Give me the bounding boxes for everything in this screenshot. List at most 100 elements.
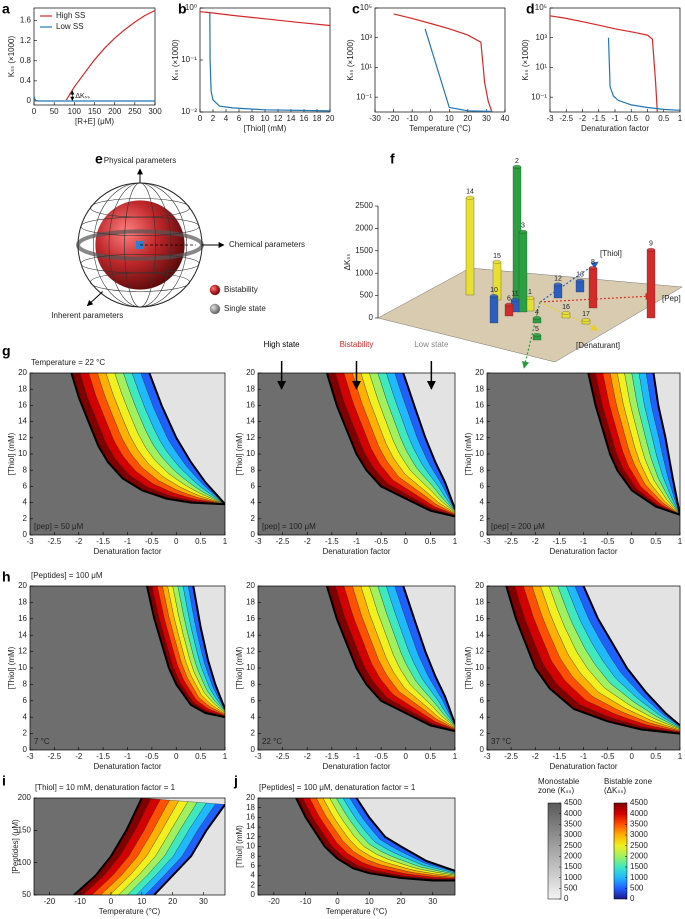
panel-inset: 7 °C xyxy=(34,737,50,746)
y-tick-label: 20 xyxy=(475,368,484,377)
x-tick-label: -2 xyxy=(532,752,540,761)
colorbar-tick-label: 2500 xyxy=(564,841,582,850)
y-tick-label: 2 xyxy=(23,729,28,738)
zone-boundary xyxy=(652,373,680,515)
y-axis-label: [Thiol] (mM) xyxy=(235,825,244,868)
x-tick-label: 0 xyxy=(174,752,179,761)
zone-boundary xyxy=(355,798,455,872)
colorbar xyxy=(613,802,628,900)
panel-letter: i xyxy=(2,773,6,789)
y-tick-label: 0 xyxy=(480,745,485,754)
y-tick-label: 2 xyxy=(251,514,256,523)
bar-label: 11 xyxy=(511,291,518,298)
bar-label: 4 xyxy=(535,309,539,316)
y-tick-label: 14 xyxy=(475,417,484,426)
x-tick-label: 6 xyxy=(237,114,242,123)
parameter-label: Chemical parameters xyxy=(229,240,305,249)
y-axis-label: Kₛₛ (×1000) xyxy=(346,39,355,81)
contour-field xyxy=(30,373,225,535)
x-tick-label: -0.5 xyxy=(624,114,638,123)
y-tick-label: 6 xyxy=(480,482,485,491)
y-tick-label: 10⁻² xyxy=(181,107,197,116)
x-tick-label: 200 xyxy=(108,107,122,116)
x-tick-label: -1.5 xyxy=(325,537,339,546)
x-tick-label: -2.5 xyxy=(504,537,518,546)
zone-boundary xyxy=(192,586,225,710)
y-tick-label: 8 xyxy=(480,680,485,689)
panel-letter: c xyxy=(352,1,360,17)
bar-cap xyxy=(518,229,528,234)
x-tick-label: 18 xyxy=(313,114,322,123)
bar-label: 14 xyxy=(466,189,474,196)
bar-cap xyxy=(532,316,542,321)
y-tick-label: 16 xyxy=(475,401,484,410)
zone-boundary xyxy=(402,373,455,510)
x-tick-label: -3 xyxy=(254,752,262,761)
x-tick-label: -1 xyxy=(353,537,361,546)
contour-field xyxy=(258,586,455,750)
legend-label: High SS xyxy=(56,11,85,20)
bar-cap xyxy=(575,278,585,283)
x-axis-label: Denaturation factor xyxy=(322,547,390,556)
y-tick-label: 10 xyxy=(475,663,484,672)
x-tick-label: -1 xyxy=(580,537,588,546)
y-tick-label: 6 xyxy=(480,696,485,705)
y-tick-label: 2 xyxy=(23,514,28,523)
bar-cap xyxy=(525,296,535,300)
legend-ball xyxy=(209,303,221,315)
y-tick-label: 100 xyxy=(18,858,32,867)
annotation: Bistability xyxy=(339,340,374,349)
panel-letter: e xyxy=(95,151,103,167)
colorbar-tick-label: 3500 xyxy=(630,819,648,828)
legend-ball xyxy=(209,284,221,296)
y-tick-label: 20 xyxy=(246,368,255,377)
colorbar-tick-label: 4500 xyxy=(630,798,648,807)
legend-label: Low SS xyxy=(56,22,84,31)
bar xyxy=(465,197,475,296)
y-tick-label: 8 xyxy=(23,680,28,689)
x-tick-label: 150 xyxy=(88,107,102,116)
bar-label: 13 xyxy=(576,272,584,279)
colorbar-tick-label: 4000 xyxy=(564,809,582,818)
series-line xyxy=(393,13,493,113)
y-tick-label: 14 xyxy=(18,630,27,639)
y-tick-label: 16 xyxy=(246,614,255,623)
panel-inset: [pep] = 50 μM xyxy=(34,522,84,531)
x-tick-label: -1.5 xyxy=(592,114,606,123)
plot-frame xyxy=(374,7,506,113)
y-tick-label: 10 xyxy=(475,449,484,458)
x-tick-label: 0 xyxy=(404,537,409,546)
panel-letter: a xyxy=(2,1,10,17)
y-axis-label: [Thiol] (mM) xyxy=(235,646,244,689)
y-tick-label: 0 xyxy=(369,313,374,322)
bar-label: 10 xyxy=(490,287,498,294)
x-tick-label: 8 xyxy=(250,114,255,123)
panel-inset: 37 °C xyxy=(491,737,511,746)
x-axis-label: Denaturation factor xyxy=(93,547,161,556)
y-tick-label: 6 xyxy=(251,696,256,705)
bar-cap xyxy=(581,318,591,322)
x-tick-label: -1 xyxy=(353,752,361,761)
bar-cap xyxy=(553,282,563,287)
y-tick-label: 1.6 xyxy=(20,16,32,25)
zone-boundary xyxy=(295,798,455,882)
x-axis-label: Denaturation factor xyxy=(549,547,617,556)
colorbar-tick-label: 3000 xyxy=(630,830,648,839)
x-axis-label: Denaturation factor xyxy=(322,762,390,771)
x-tick-label: 50 xyxy=(50,107,59,116)
bar xyxy=(553,284,563,299)
y-tick-label: 200 xyxy=(18,793,32,802)
x-tick-label: 0 xyxy=(645,114,650,123)
bar-cap xyxy=(504,302,514,307)
series-line xyxy=(65,9,156,101)
y-tick-label: 0.4 xyxy=(20,76,32,85)
zone-boundary xyxy=(153,803,225,895)
y-tick-label: 14 xyxy=(18,417,27,426)
x-tick-label: 1 xyxy=(678,114,683,123)
y-tick-label: 10³ xyxy=(535,33,547,42)
x-tick-label: 250 xyxy=(128,107,142,116)
y-tick-label: 18 xyxy=(18,384,27,393)
colorbar-tick-label: 3000 xyxy=(564,830,582,839)
y-tick-label: 20 xyxy=(246,793,255,802)
parameter-label: Inherent parameters xyxy=(51,311,123,320)
